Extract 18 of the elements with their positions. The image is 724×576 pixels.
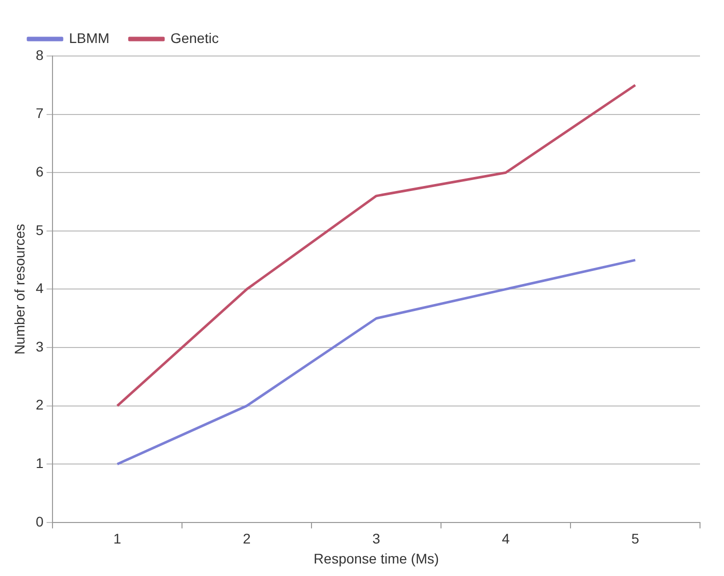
y-axis-title: Number of resources — [11, 224, 28, 355]
y-tick-label: 7 — [36, 105, 44, 122]
x-tick-label: 3 — [372, 530, 380, 547]
legend-label: Genetic — [170, 30, 219, 46]
y-tick-label: 6 — [36, 163, 44, 180]
x-axis-title: Response time (Ms) — [314, 550, 439, 566]
x-tick-label: 1 — [113, 530, 122, 547]
x-tick-label: 4 — [502, 530, 510, 547]
y-tick-label: 1 — [36, 454, 44, 471]
x-tick-label: 5 — [631, 530, 640, 547]
y-tick-label: 5 — [36, 222, 44, 238]
y-tick-label: 4 — [36, 280, 44, 296]
legend-label: LBMM — [69, 30, 110, 46]
x-tick-label: 2 — [242, 530, 251, 547]
y-tick-label: 2 — [36, 396, 44, 413]
y-tick-label: 8 — [36, 46, 44, 63]
y-tick-label: 0 — [36, 513, 44, 530]
y-tick-label: 3 — [36, 338, 44, 354]
